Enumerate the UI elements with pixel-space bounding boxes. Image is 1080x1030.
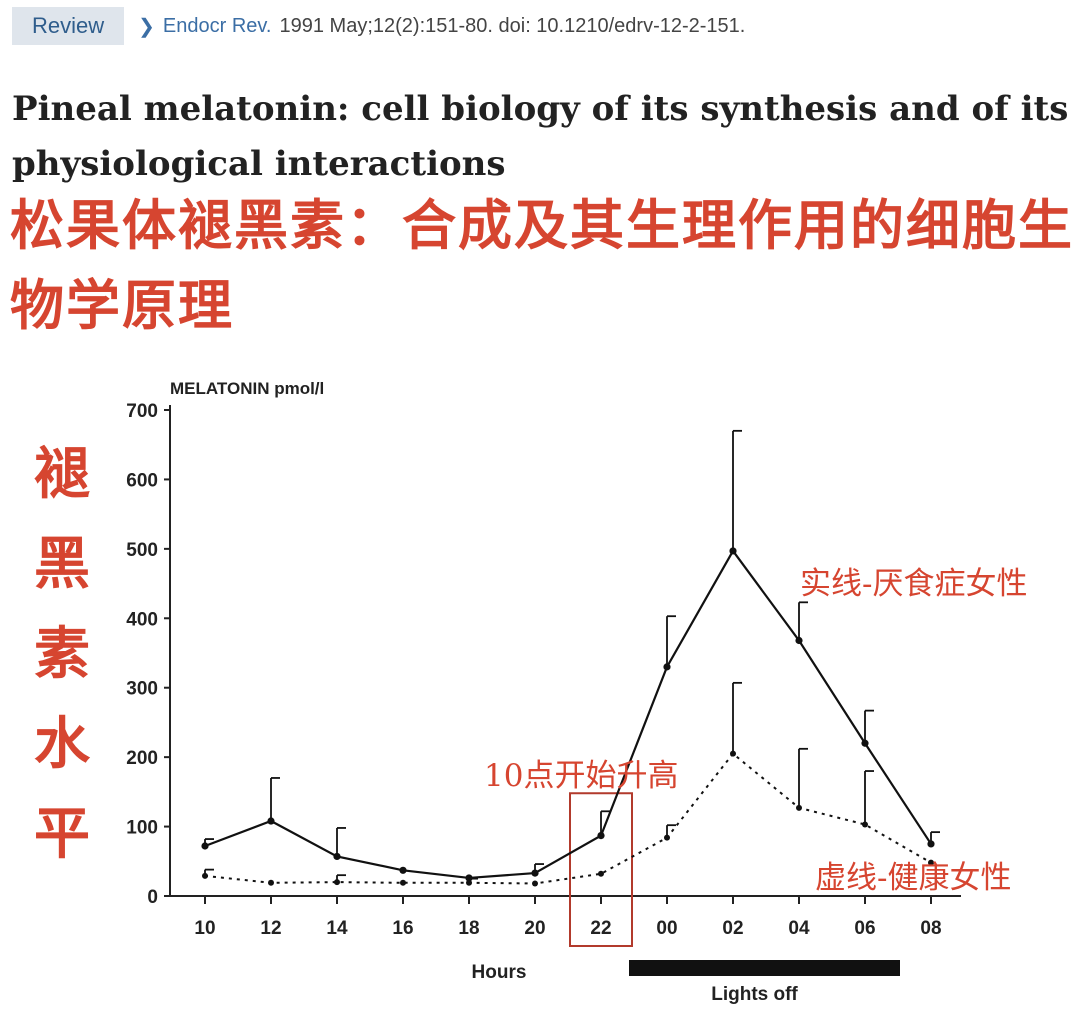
- x-tick-label: 18: [458, 918, 479, 939]
- x-axis-title: Hours: [472, 962, 527, 983]
- dashed-data-point: [334, 879, 340, 886]
- dashed-data-point: [928, 859, 934, 866]
- dashed-data-point: [730, 750, 736, 757]
- dashed-data-point: [400, 879, 406, 886]
- solid-data-point: [927, 840, 935, 848]
- lights-off-bar: [629, 960, 900, 976]
- review-badge[interactable]: Review: [12, 7, 125, 45]
- solid-data-point: [333, 852, 341, 861]
- dashed-data-point: [268, 879, 274, 886]
- x-tick-label: 04: [788, 918, 810, 939]
- x-tick-label: 00: [656, 918, 677, 939]
- solid-data-point: [597, 831, 605, 840]
- x-tick-label: 12: [260, 918, 281, 939]
- y-tick-label: 600: [126, 470, 158, 491]
- y-axis-title: MELATONIN pmol/l: [170, 379, 324, 398]
- solid-data-point: [861, 739, 869, 747]
- y-tick-label: 500: [126, 540, 158, 561]
- dashed-data-point: [466, 879, 472, 886]
- y-axis-label-chinese: 褪黑素水平: [34, 442, 90, 867]
- solid-data-point: [729, 547, 737, 555]
- lights-off-label: Lights off: [711, 984, 798, 1005]
- y-tick-label: 200: [126, 748, 158, 769]
- y-tick-label: 0: [147, 887, 158, 908]
- citation-bar: Review ❯ Endocr Rev. 1991 May;12(2):151-…: [12, 7, 745, 45]
- dashed-line-legend: 虚线-健康女性: [815, 860, 1012, 896]
- solid-data-point: [267, 817, 275, 825]
- y-tick-label: 300: [126, 679, 158, 700]
- solid-line-legend: 实线-厌食症女性: [800, 566, 1028, 602]
- dashed-data-point: [532, 880, 538, 887]
- solid-series-line: [204, 548, 932, 880]
- x-tick-label: 16: [392, 918, 413, 939]
- x-tick-label: 22: [590, 918, 611, 939]
- citation-line: ❯ Endocr Rev. 1991 May;12(2):151-80. doi…: [138, 14, 745, 39]
- chevron-right-icon: ❯: [138, 15, 155, 38]
- dashed-series-line: [204, 752, 932, 885]
- journal-link[interactable]: Endocr Rev.: [162, 14, 272, 37]
- dashed-data-point: [202, 872, 208, 879]
- solid-data-point: [663, 663, 671, 671]
- x-tick-label: 02: [722, 918, 743, 939]
- x-tick-label: 10: [194, 918, 215, 939]
- solid-data-point: [795, 636, 803, 645]
- dashed-data-point: [862, 821, 868, 828]
- highlight-box-22h: [569, 792, 633, 948]
- rise-annotation: 10点开始升高: [484, 758, 679, 794]
- solid-data-point: [531, 869, 539, 877]
- y-tick-label: 700: [126, 401, 158, 422]
- dashed-data-point: [664, 834, 670, 841]
- dashed-data-point: [598, 870, 604, 877]
- x-tick-label: 14: [326, 918, 348, 939]
- melatonin-chart: MELATONIN pmol/l010020030040050060070010…: [126, 379, 961, 1005]
- solid-data-point: [399, 866, 407, 874]
- x-tick-label: 08: [920, 918, 941, 939]
- y-tick-label: 400: [126, 609, 158, 630]
- article-title: Pineal melatonin: cell biology of its sy…: [12, 89, 1069, 184]
- solid-data-point: [201, 842, 209, 850]
- dashed-data-point: [796, 804, 802, 811]
- x-tick-label: 06: [854, 918, 875, 939]
- citation-text: 1991 May;12(2):151-80. doi: 10.1210/edrv…: [279, 14, 746, 37]
- y-tick-label: 100: [126, 818, 158, 839]
- x-tick-label: 20: [524, 918, 545, 939]
- article-title-chinese: 松果体褪黑素：合成及其生理作用的细胞生物学原理: [10, 194, 1074, 337]
